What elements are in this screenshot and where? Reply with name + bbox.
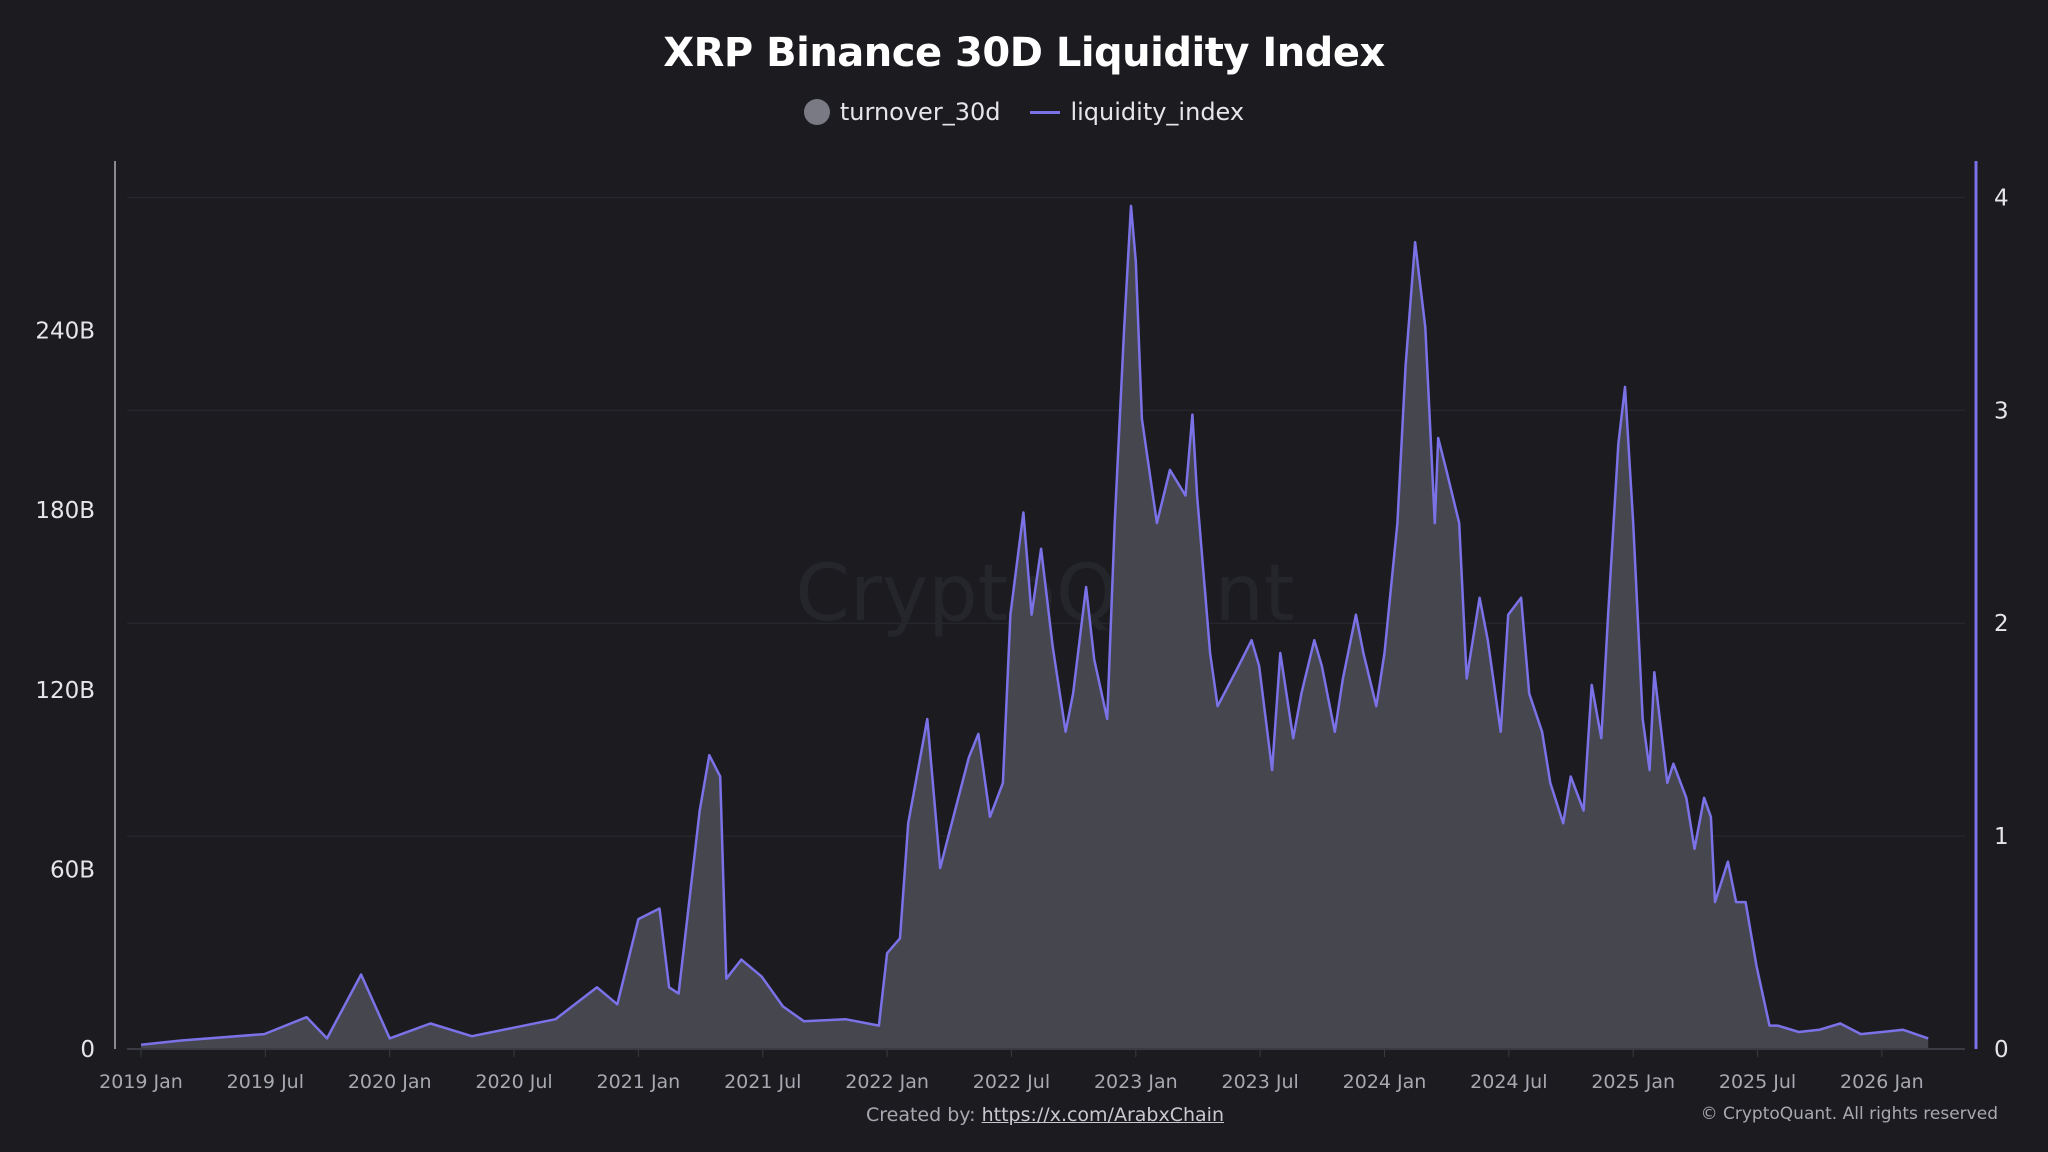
x-tick-label: 2022 Jul — [973, 1071, 1050, 1093]
x-tick-label: 2023 Jul — [1221, 1071, 1298, 1093]
x-tick-label: 2026 Jan — [1840, 1071, 1924, 1093]
legend-circle-icon — [803, 99, 830, 125]
y-right-tick-label: 3 — [1994, 398, 2009, 424]
legend-line-icon — [1030, 110, 1061, 114]
copyright: © CryptoQuant. All rights reserved — [1700, 1104, 1998, 1124]
y-left-tick-label: 0 — [80, 1037, 95, 1063]
credit: Created by: https://x.com/ArabxChain — [0, 1104, 2048, 1126]
y-right-tick-label: 2 — [1994, 611, 2009, 637]
x-tick-label: 2025 Jul — [1719, 1071, 1796, 1093]
x-tick-label: 2021 Jul — [724, 1071, 801, 1093]
y-right-tick-label: 1 — [1994, 824, 2009, 850]
x-tick-label: 2023 Jan — [1094, 1071, 1178, 1093]
legend-label-turnover: turnover_30d — [839, 98, 1001, 126]
credit-label: Created by: — [865, 1104, 976, 1126]
y-left-tick-label: 180B — [35, 498, 95, 524]
y-left-tick-label: 240B — [35, 319, 95, 345]
x-tick-label: 2019 Jul — [227, 1071, 304, 1093]
liquidity-line — [140, 204, 1929, 1046]
chart-title: XRP Binance 30D Liquidity Index — [663, 30, 1385, 76]
x-tick-label: 2019 Jan — [99, 1071, 183, 1093]
x-tick-label: 2024 Jul — [1470, 1071, 1547, 1093]
credit-link[interactable]: https://x.com/ArabxChain — [981, 1104, 1224, 1126]
legend: turnover_30d liquidity_index — [0, 98, 2048, 126]
legend-item-turnover[interactable]: turnover_30d — [803, 98, 1001, 126]
y-right-tick-label: 4 — [1994, 185, 2009, 211]
x-tick-label: 2025 Jan — [1591, 1071, 1675, 1093]
x-tick-label: 2020 Jan — [348, 1071, 432, 1093]
turnover-area — [141, 204, 1929, 1049]
x-tick-label: 2022 Jan — [845, 1071, 929, 1093]
y-left-tick-label: 120B — [35, 678, 95, 704]
y-left-tick-label: 60B — [50, 857, 95, 883]
legend-item-liquidity[interactable]: liquidity_index — [1030, 98, 1244, 126]
x-tick-label: 2024 Jan — [1343, 1071, 1427, 1093]
y-right-tick-label: 0 — [1994, 1037, 2009, 1063]
legend-label-liquidity: liquidity_index — [1070, 98, 1245, 126]
x-tick-label: 2021 Jan — [597, 1071, 681, 1093]
x-tick-label: 2020 Jul — [475, 1071, 552, 1093]
